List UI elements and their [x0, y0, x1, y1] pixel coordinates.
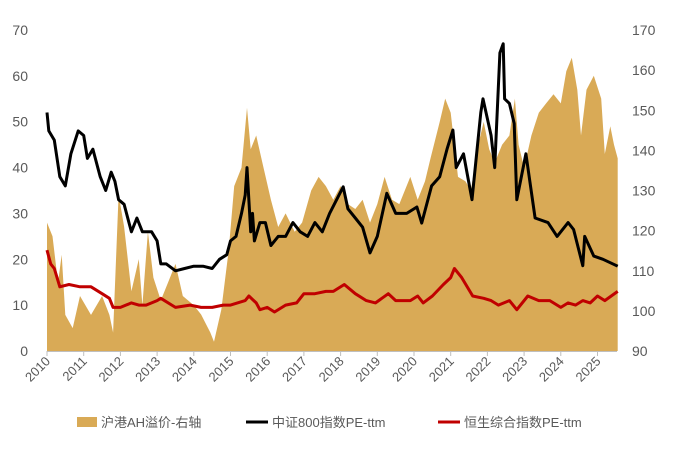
legend-item-csi800-pe[interactable]: 中证800指数PE-ttm	[246, 415, 385, 430]
legend-swatch-area	[77, 417, 97, 427]
right-tick-label: 150	[632, 102, 656, 118]
x-tick-label: 2022	[462, 354, 493, 385]
left-axis: 0 10 20 30 40 50 60 70	[12, 22, 28, 359]
x-tick-label: 2024	[536, 354, 567, 385]
legend-item-ah-premium[interactable]: 沪港AH溢价-右轴	[77, 415, 201, 430]
x-tick-label: 2017	[279, 354, 310, 385]
legend: 沪港AH溢价-右轴 中证800指数PE-ttm 恒生综合指数PE-ttm	[77, 415, 582, 430]
x-tick-label: 2021	[426, 354, 457, 385]
x-tick-label: 2025	[573, 354, 604, 385]
right-tick-label: 120	[632, 223, 656, 239]
left-tick-label: 70	[12, 22, 28, 38]
legend-item-hsci-pe[interactable]: 恒生综合指数PE-ttm	[438, 415, 582, 430]
right-axis: 90 100 110 120 130 140 150 160 170	[632, 22, 656, 359]
plot-area	[45, 42, 619, 351]
x-axis: 2010 2011 2012 2013 2014 2015 2016 2017 2018 2019…	[22, 351, 604, 385]
right-tick-label: 110	[632, 263, 655, 279]
right-tick-label: 170	[632, 22, 656, 38]
right-tick-label: 100	[632, 303, 656, 319]
x-tick-label: 2013	[132, 354, 163, 385]
right-tick-label: 90	[632, 343, 648, 359]
right-tick-label: 130	[632, 183, 656, 199]
left-tick-label: 50	[12, 114, 28, 130]
left-tick-label: 40	[12, 160, 28, 176]
series-line-hsci-pe	[45, 249, 619, 314]
left-tick-label: 20	[12, 251, 28, 267]
legend-label: 中证800指数PE-ttm	[272, 415, 385, 430]
x-tick-label: 2016	[242, 354, 273, 385]
right-tick-label: 140	[632, 142, 656, 158]
legend-label: 沪港AH溢价-右轴	[101, 415, 201, 430]
series-line-csi800-pe	[45, 42, 619, 273]
series-area-ah-premium	[47, 57, 618, 351]
right-tick-label: 160	[632, 62, 656, 78]
x-tick-label: 2014	[169, 354, 200, 385]
x-tick-label: 2011	[59, 354, 89, 384]
left-tick-label: 60	[12, 68, 28, 84]
left-tick-label: 0	[20, 343, 28, 359]
legend-label: 恒生综合指数PE-ttm	[464, 415, 582, 430]
left-tick-label: 10	[12, 297, 28, 313]
x-tick-label: 2018	[316, 354, 347, 385]
x-tick-label: 2012	[95, 354, 126, 385]
x-tick-label: 2023	[499, 354, 530, 385]
left-tick-label: 30	[12, 205, 28, 221]
x-tick-label: 2020	[389, 354, 420, 385]
x-tick-label: 2019	[352, 354, 383, 385]
x-tick-label: 2015	[206, 354, 237, 385]
